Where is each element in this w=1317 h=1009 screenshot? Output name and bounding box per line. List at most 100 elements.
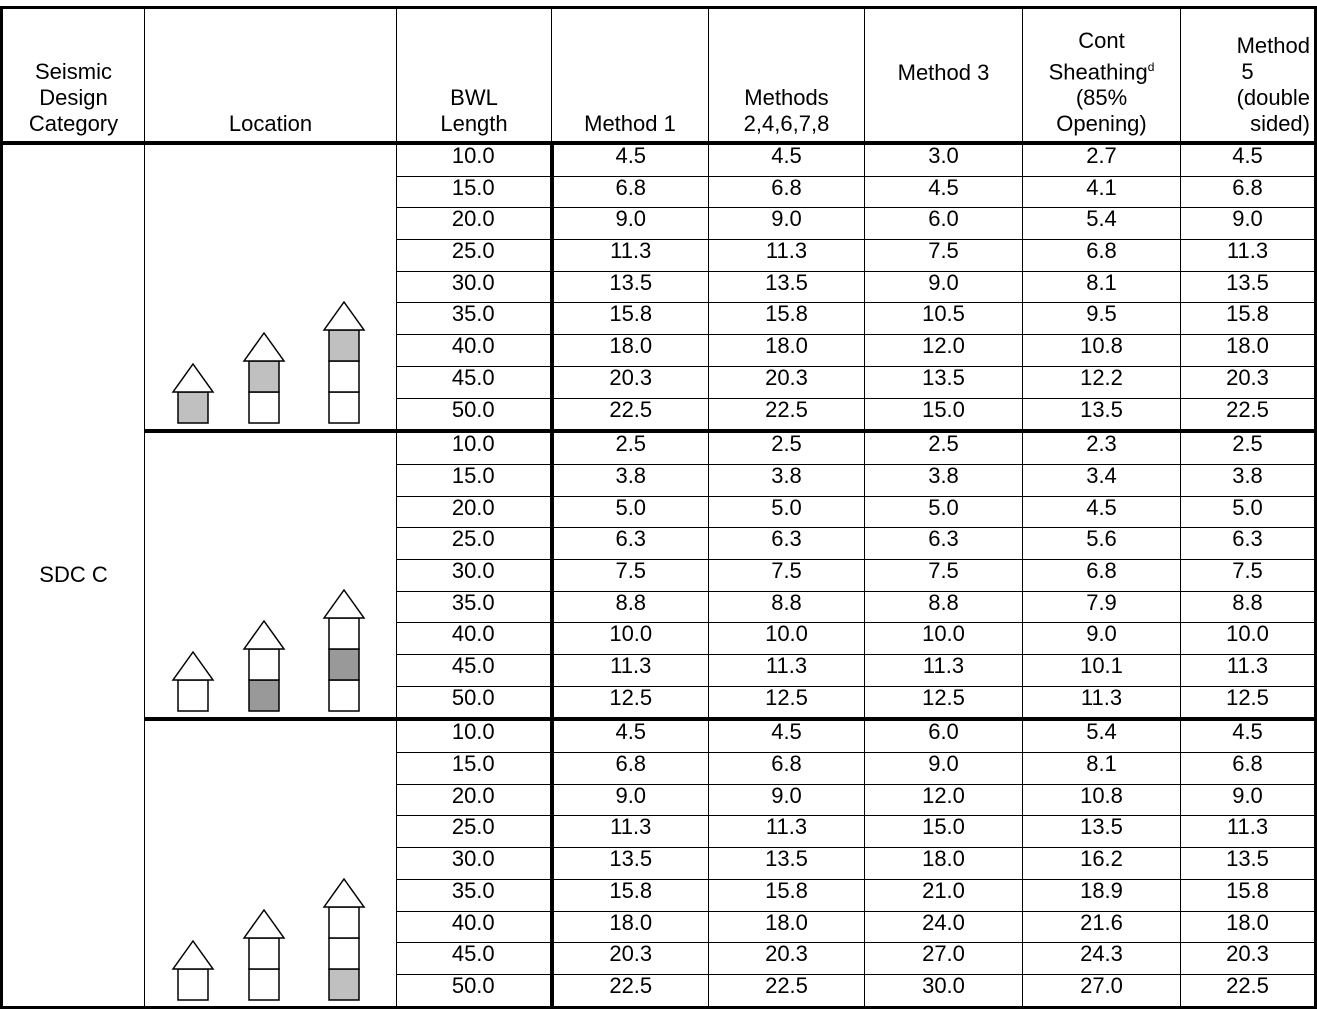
value-cell: 3.8 (1180, 463, 1316, 497)
hdr: Category (28, 111, 119, 136)
value-cell: 20.3 (708, 942, 865, 975)
roof (242, 908, 286, 939)
data-row: 35.0 15.8 15.8 10.5 9.5 15.8 (2, 302, 1316, 336)
bwl-cell: 30.0 (396, 558, 554, 592)
value-cell: 4.5 (708, 717, 865, 754)
story (248, 360, 280, 393)
value-cell: 9.5 (1022, 302, 1181, 336)
value-cell: 6.8 (551, 752, 709, 785)
value-cell: 4.5 (551, 717, 709, 754)
value-cell: 12.5 (708, 685, 865, 720)
value-cell: 10.8 (1022, 334, 1181, 367)
value-cell: 4.5 (1180, 717, 1316, 754)
story (248, 648, 280, 682)
value-cell: 15.8 (708, 878, 865, 912)
value-cell: 11.3 (1180, 815, 1316, 849)
roof (322, 589, 366, 620)
data-row: 50.0 22.5 22.5 15.0 13.5 22.5 (2, 397, 1316, 432)
value-cell: 7.5 (708, 558, 865, 592)
value-cell: 9.0 (1022, 622, 1181, 655)
value-cell: 4.5 (708, 142, 865, 177)
value-cell: 15.0 (864, 397, 1023, 432)
roof (322, 300, 366, 331)
story (328, 391, 360, 424)
value-cell: 6.3 (864, 527, 1023, 560)
value-cell: 8.8 (708, 590, 865, 624)
header-cell: BWL Length (396, 7, 552, 145)
value-cell: 18.0 (551, 910, 709, 944)
value-cell: 13.5 (1022, 397, 1181, 432)
value-cell: 9.0 (708, 783, 865, 817)
value-cell: 20.3 (1180, 942, 1316, 975)
value-cell: 2.5 (708, 429, 865, 465)
value-cell: 11.3 (1022, 685, 1181, 720)
value-cell: 15.8 (1180, 302, 1316, 336)
location-cell (144, 717, 397, 1008)
data-row: 25.0 11.3 11.3 7.5 6.8 11.3 (2, 239, 1316, 272)
value-cell: 27.0 (1022, 973, 1181, 1008)
value-cell: 13.5 (1180, 270, 1316, 304)
hdr: Sheathingd (1027, 54, 1176, 85)
bwl-cell: 35.0 (396, 878, 554, 912)
value-cell: 12.5 (864, 685, 1023, 720)
value-cell: 10.0 (551, 622, 709, 655)
value-cell: 6.8 (1022, 558, 1181, 592)
data-row: 35.0 15.8 15.8 21.0 18.9 15.8 (2, 878, 1316, 912)
hdr: 2,4,6,7,8 (743, 111, 830, 136)
value-cell: 3.4 (1022, 463, 1181, 497)
value-cell: 2.5 (864, 429, 1023, 465)
value-cell: 11.3 (708, 815, 865, 849)
data-row: 15.0 6.8 6.8 4.5 4.1 6.8 (2, 175, 1316, 209)
bwl-cell: 50.0 (396, 397, 554, 432)
value-cell: 22.5 (1180, 397, 1316, 432)
location-cell (144, 142, 397, 432)
hdr: Sheathing (1048, 59, 1148, 84)
hdr: BWL (450, 85, 498, 110)
value-cell: 7.5 (551, 558, 709, 592)
bwl-cell: 10.0 (396, 429, 554, 465)
value-cell: 11.3 (708, 239, 865, 272)
data-row: 45.0 20.3 20.3 27.0 24.3 20.3 (2, 942, 1316, 975)
value-cell: 22.5 (551, 973, 709, 1008)
house-icons (171, 589, 366, 713)
value-cell: 4.5 (551, 142, 709, 177)
value-cell: 6.8 (708, 175, 865, 209)
value-cell: 15.0 (864, 815, 1023, 849)
hdr: Method (1236, 33, 1310, 58)
roof (322, 877, 366, 908)
value-cell: 2.3 (1022, 429, 1181, 465)
roof (242, 620, 286, 651)
value-cell: 5.4 (1022, 207, 1181, 241)
value-cell: 18.0 (864, 847, 1023, 880)
header-cell: Cont Sheathingd (85% Opening) (1022, 7, 1181, 145)
value-cell: 10.5 (864, 302, 1023, 336)
bwl-cell: 45.0 (396, 942, 554, 975)
value-cell: 2.7 (1022, 142, 1181, 177)
value-cell: 13.5 (551, 847, 709, 880)
data-row: 20.0 9.0 9.0 6.0 5.4 9.0 (2, 207, 1316, 241)
value-cell: 27.0 (864, 942, 1023, 975)
value-cell: 9.0 (864, 270, 1023, 304)
value-cell: 22.5 (708, 973, 865, 1008)
value-cell: 15.8 (1180, 878, 1316, 912)
roof (242, 331, 286, 362)
value-cell: 11.3 (864, 654, 1023, 687)
value-cell: 2.5 (551, 429, 709, 465)
value-cell: 8.8 (864, 590, 1023, 624)
value-cell: 5.6 (1022, 527, 1181, 560)
value-cell: 12.0 (864, 783, 1023, 817)
data-row: 40.0 18.0 18.0 24.0 21.6 18.0 (2, 910, 1316, 944)
data-row: 25.0 11.3 11.3 15.0 13.5 11.3 (2, 815, 1316, 849)
story (248, 967, 280, 1001)
hdr: (double (1236, 85, 1310, 110)
hdr: Method 1 (584, 111, 676, 136)
value-cell: 7.5 (864, 239, 1023, 272)
bwl-cell: 15.0 (396, 463, 554, 497)
value-cell: 11.3 (551, 239, 709, 272)
value-cell: 12.0 (864, 334, 1023, 367)
value-cell: 8.8 (551, 590, 709, 624)
header-row: Seismic Design Category Location BWL Length… (1, 7, 1316, 145)
story (328, 360, 360, 393)
hdr: Seismic (34, 59, 112, 84)
value-cell: 9.0 (708, 207, 865, 241)
